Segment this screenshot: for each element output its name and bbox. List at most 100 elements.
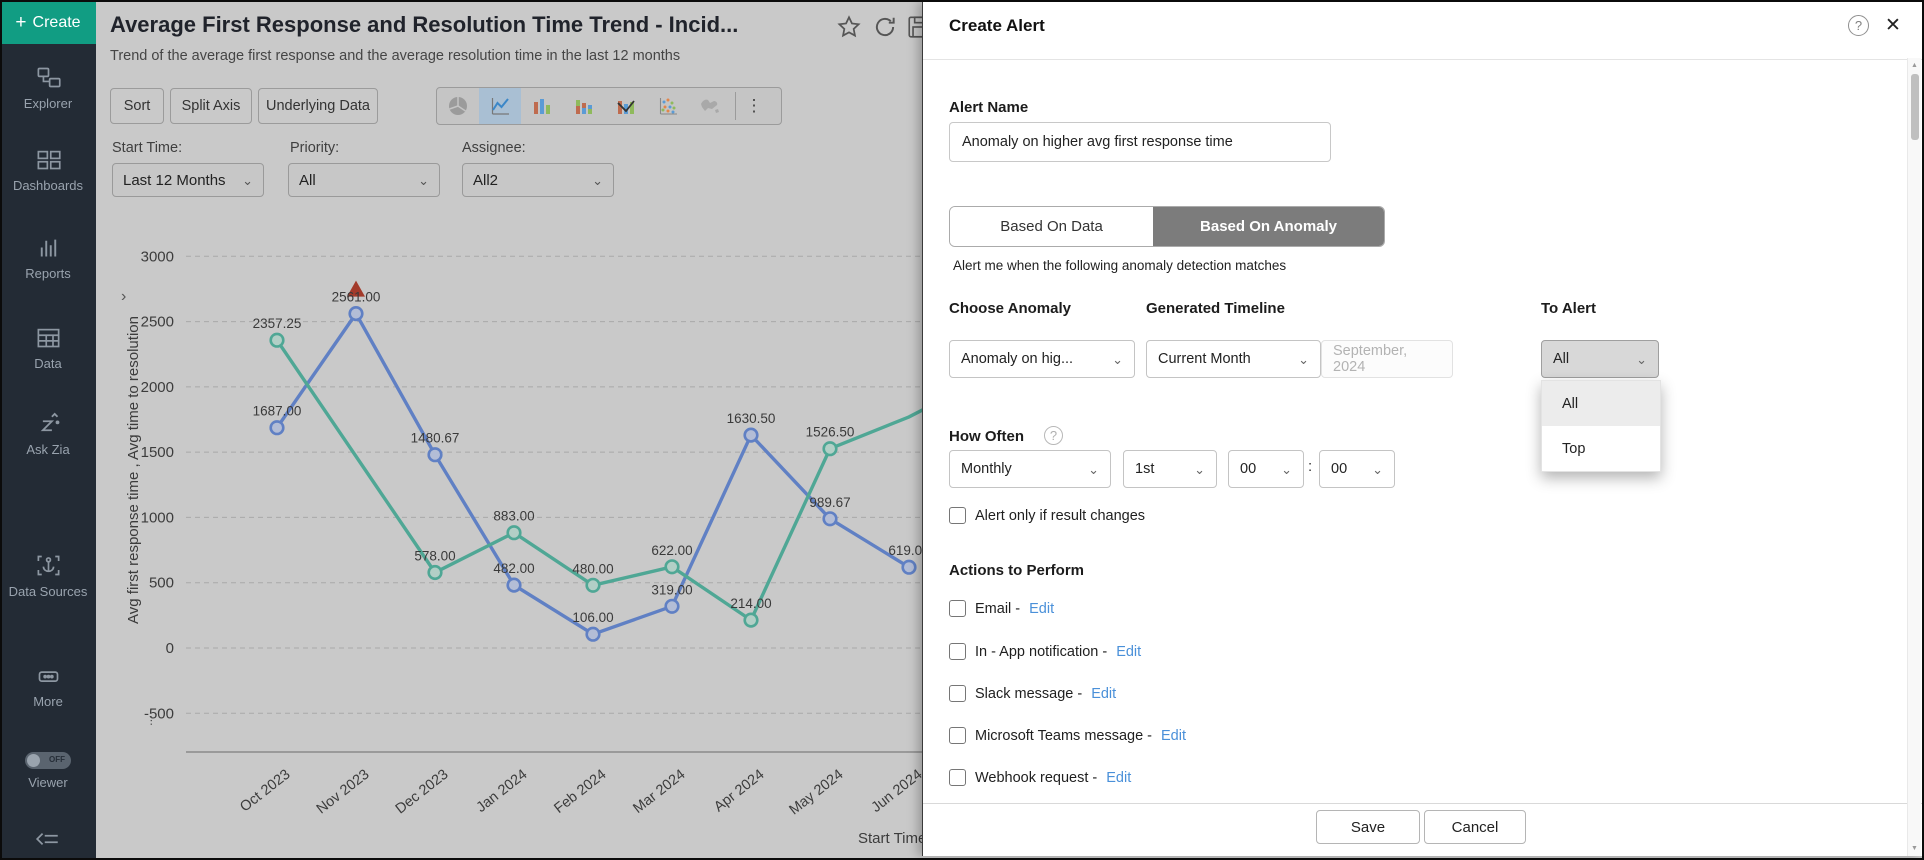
cancel-button[interactable]: Cancel [1424, 810, 1526, 844]
panel-scrollbar: ▲ ▼ [1907, 58, 1921, 856]
data-label: 578.00 [414, 549, 455, 564]
help-icon[interactable]: ? [1848, 15, 1869, 36]
webhook-edit-link[interactable]: Edit [1106, 769, 1132, 786]
to-alert-option-top[interactable]: Top [1542, 426, 1660, 471]
action-label: Slack message - [975, 685, 1083, 702]
favorite-star-icon[interactable] [836, 14, 862, 45]
sidebar-item-dashboards[interactable]: Dashboards [0, 146, 96, 195]
priority-filter-dropdown[interactable]: All ⌄ [288, 163, 440, 197]
map-chart-icon[interactable] [689, 88, 731, 124]
sidebar-item-data-sources[interactable]: Data Sources [0, 552, 96, 601]
data-label: 106.00 [572, 610, 613, 625]
alert-mode-tabs: Based On Data Based On Anomaly [949, 206, 1385, 247]
sidebar-item-more[interactable]: More [0, 662, 96, 711]
choose-anomaly-dropdown[interactable]: Anomaly on hig... ⌄ [949, 340, 1135, 378]
save-button[interactable]: Save [1316, 810, 1420, 844]
stacked-bar-icon[interactable] [563, 88, 605, 124]
day-dropdown[interactable]: 1st ⌄ [1123, 450, 1217, 488]
chevron-down-icon: ⌄ [1088, 461, 1099, 477]
underlying-data-button[interactable]: Underlying Data [258, 88, 378, 124]
combo-chart-icon[interactable] [605, 88, 647, 124]
alert-name-input[interactable] [949, 122, 1331, 162]
bar-chart-icon[interactable] [521, 88, 563, 124]
teams-checkbox[interactable] [949, 727, 966, 744]
scroll-down-icon[interactable]: ▼ [1911, 845, 1918, 852]
slack-edit-link[interactable]: Edit [1091, 685, 1117, 702]
scrollbar-thumb[interactable] [1911, 74, 1919, 140]
scatter-plot-icon[interactable] [647, 88, 689, 124]
frequency-dropdown[interactable]: Monthly ⌄ [949, 450, 1111, 488]
close-icon[interactable]: ✕ [1885, 15, 1901, 36]
sidebar-item-reports[interactable]: Reports [0, 234, 96, 283]
assignee-filter-dropdown[interactable]: All2 ⌄ [462, 163, 614, 197]
action-label: Webhook request - [975, 769, 1098, 786]
result-changes-checkbox[interactable] [949, 507, 966, 524]
split-axis-button[interactable]: Split Axis [170, 88, 252, 124]
data-point [901, 559, 917, 575]
chevron-down-icon: ⌄ [1194, 461, 1205, 477]
more-chart-options-icon[interactable]: ⋮ [745, 96, 763, 115]
minute-dropdown[interactable]: 00 ⌄ [1319, 450, 1395, 488]
sidebar-item-ask-zia[interactable]: Ask Zia [0, 410, 96, 459]
inapp-edit-link[interactable]: Edit [1116, 643, 1142, 660]
data-point [269, 420, 285, 436]
how-often-label: How Often [949, 428, 1024, 445]
y-tick-label: 2000 [141, 379, 174, 396]
data-point [427, 447, 443, 463]
data-point [506, 525, 522, 541]
hour-dropdown[interactable]: 00 ⌄ [1228, 450, 1304, 488]
refresh-icon[interactable] [872, 14, 898, 45]
data-label: 1630.50 [727, 411, 776, 426]
dropdown-value: 00 [1331, 461, 1348, 477]
create-button[interactable]: + Create [0, 2, 96, 44]
footer-divider [923, 803, 1923, 804]
sidebar-collapse[interactable] [0, 826, 96, 856]
data-point [269, 332, 285, 348]
divider [923, 59, 1923, 60]
tab-based-on-data[interactable]: Based On Data [950, 207, 1154, 246]
email-checkbox[interactable] [949, 600, 966, 617]
generated-timeline-dropdown[interactable]: Current Month ⌄ [1146, 340, 1321, 378]
data-point [743, 427, 759, 443]
reports-icon [40, 239, 56, 257]
line-chart-icon[interactable] [479, 88, 521, 124]
inapp-checkbox[interactable] [949, 643, 966, 660]
sidebar-item-explorer[interactable]: Explorer [0, 64, 96, 113]
email-edit-link[interactable]: Edit [1029, 600, 1055, 617]
how-often-help-icon[interactable]: ? [1044, 426, 1063, 445]
slack-checkbox[interactable] [949, 685, 966, 702]
teams-edit-link[interactable]: Edit [1161, 727, 1187, 744]
to-alert-option-all[interactable]: All [1542, 381, 1660, 426]
action-label: Email - [975, 600, 1021, 617]
scroll-up-icon[interactable]: ▲ [1911, 62, 1918, 69]
sidebar-item-label: Data Sources [8, 584, 88, 599]
sidebar-item-viewer[interactable]: OFF Viewer [0, 752, 96, 792]
action-row-slack: Slack message - Edit [949, 685, 1116, 702]
sidebar-item-label: Dashboards [12, 178, 84, 193]
sidebar: + Create Explorer Dashboards Reports [0, 0, 96, 860]
ask-zia-icon [40, 412, 59, 432]
sidebar-item-data[interactable]: Data [0, 324, 96, 373]
panel-title: Create Alert [949, 16, 1045, 35]
create-button-label: Create [32, 14, 81, 31]
tab-based-on-anomaly[interactable]: Based On Anomaly [1153, 207, 1384, 246]
dropdown-value: All [1553, 351, 1570, 367]
data-label: 2561.00 [332, 290, 381, 305]
dropdown-value: 1st [1135, 461, 1155, 477]
data-label: 2357.25 [253, 316, 302, 331]
pie-chart-icon[interactable] [437, 88, 479, 124]
filter-label: Assignee: [462, 140, 526, 156]
data-label: 622.00 [651, 543, 692, 558]
report-title: Average First Response and Resolution Ti… [110, 12, 739, 37]
filter-label: Priority: [290, 140, 340, 156]
data-label: 619.00 [888, 543, 924, 558]
y-tick-label: 0 [166, 640, 174, 657]
y-tick-label: -500 [144, 705, 174, 722]
webhook-checkbox[interactable] [949, 769, 966, 786]
viewer-toggle[interactable]: OFF [25, 752, 71, 769]
sort-button[interactable]: Sort [110, 88, 164, 124]
to-alert-dropdown[interactable]: All ⌄ [1541, 340, 1659, 378]
start-time-filter-dropdown[interactable]: Last 12 Months ⌄ [112, 163, 264, 197]
actions-to-perform-label: Actions to Perform [949, 562, 1085, 579]
data-point [664, 559, 680, 575]
